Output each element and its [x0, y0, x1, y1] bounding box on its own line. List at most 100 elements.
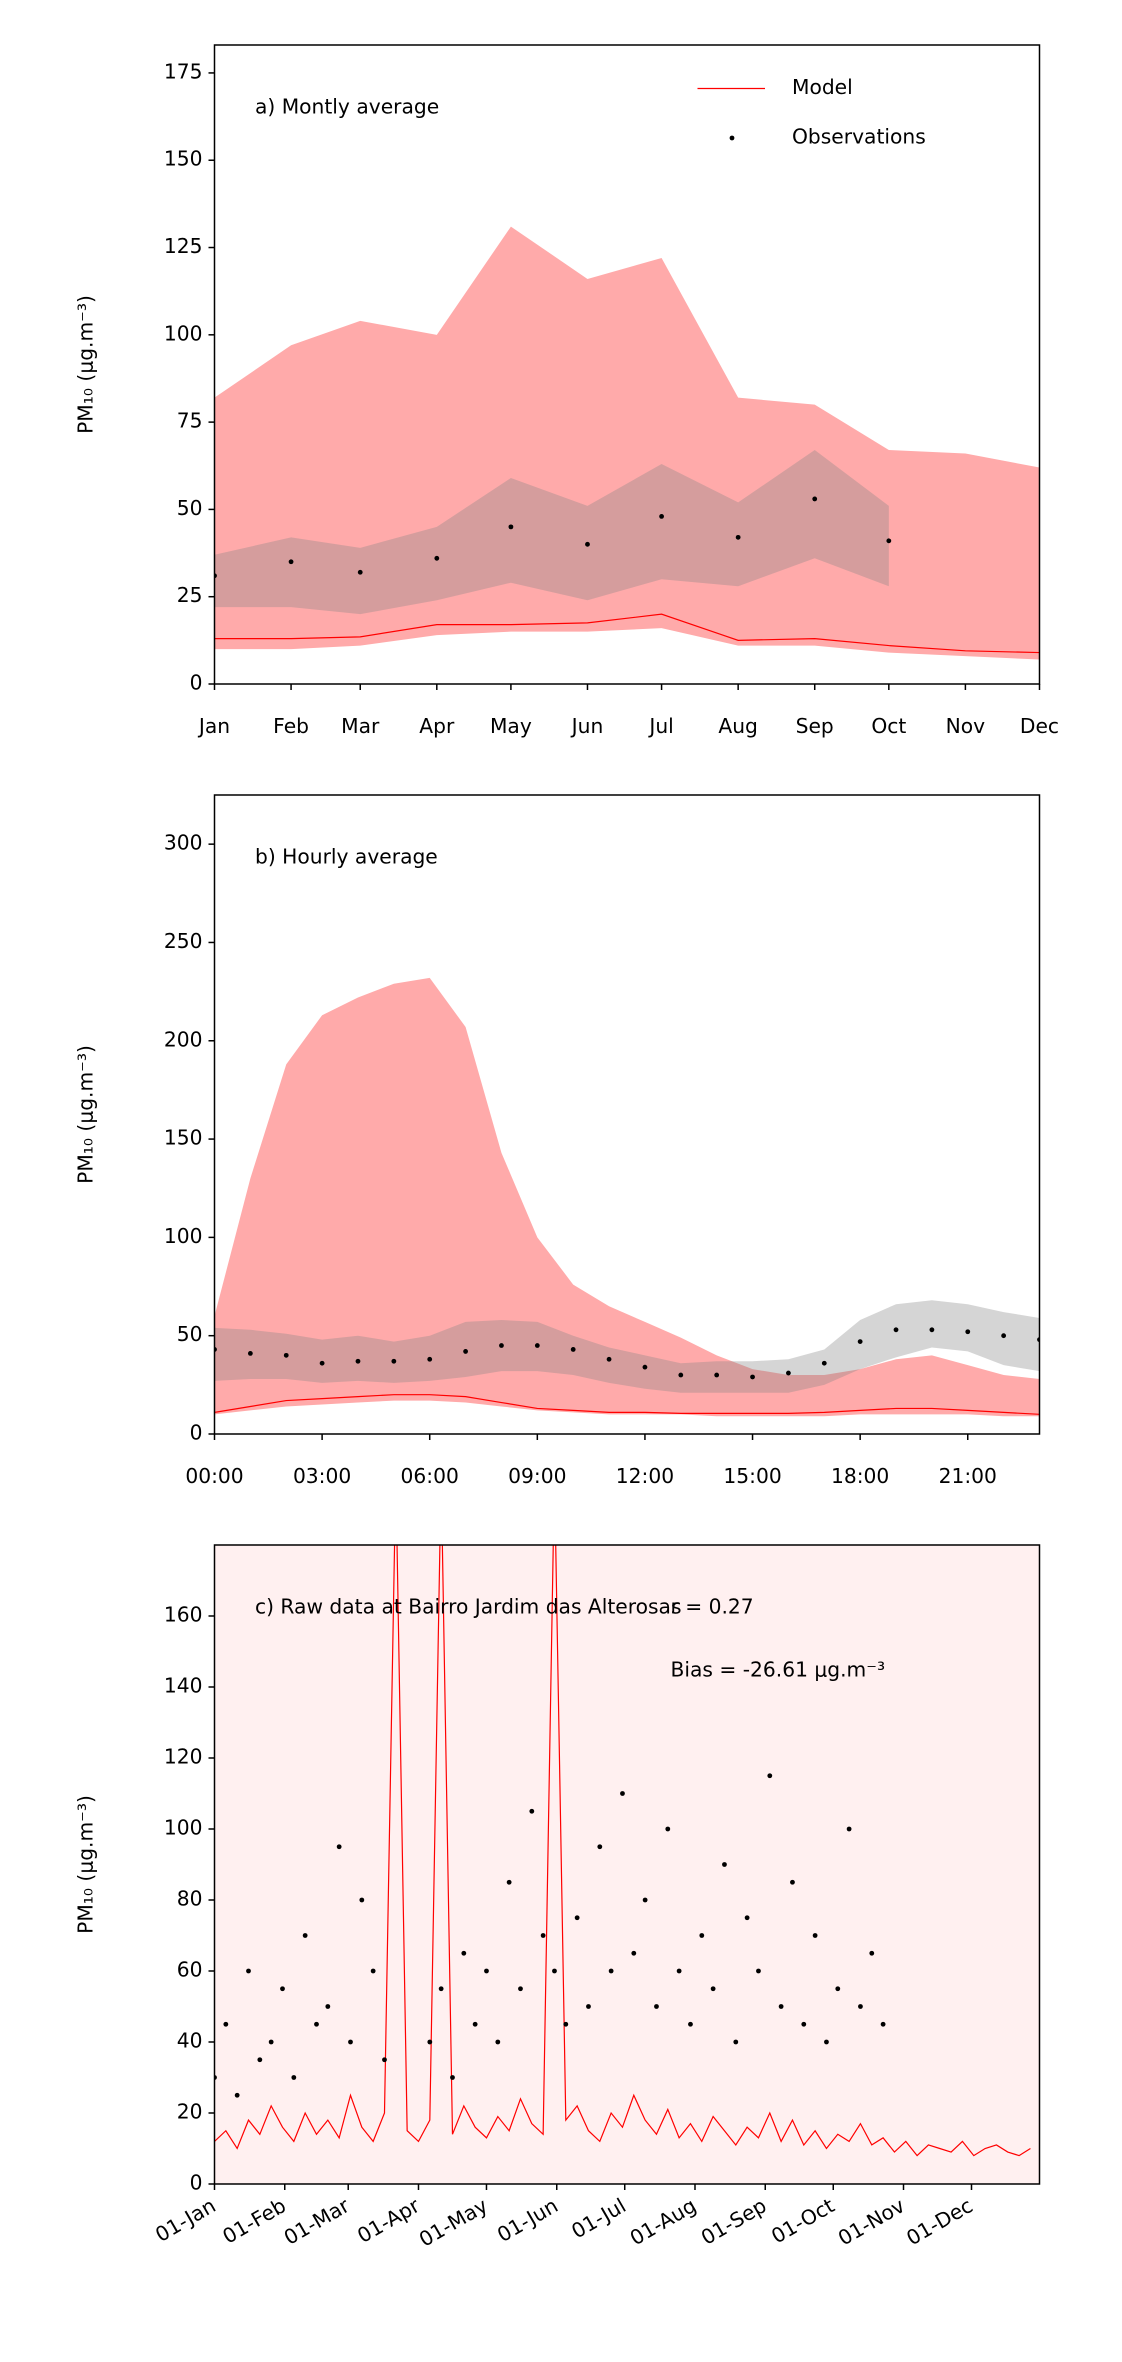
axes-frame	[213, 44, 1041, 685]
y-tick-label: 175	[164, 59, 203, 83]
observation-dot	[812, 1933, 818, 1938]
y-tick-label: 50	[177, 496, 203, 520]
annotation: r = 0.27	[670, 1594, 753, 1618]
x-tick-label: May	[490, 714, 532, 738]
observation-dot	[659, 513, 664, 519]
observation-dot	[246, 1968, 251, 1974]
x-tick-label: 01-Sep	[697, 2193, 771, 2249]
observation-dot	[744, 1915, 750, 1921]
observation-dot	[540, 1933, 546, 1938]
observation-dot	[790, 1879, 795, 1885]
observation-dot	[325, 2004, 331, 2009]
x-tick-label: 06:00	[401, 1464, 459, 1488]
observation-dot	[608, 1968, 614, 1974]
x-tick-label: 12:00	[616, 1464, 674, 1488]
observation-dot	[283, 1352, 289, 1358]
y-axis-label: PM₁₀ (μg.m⁻³)	[74, 295, 98, 434]
x-tick-label: 01-Jun	[493, 2193, 562, 2247]
x-tick-label: Aug	[718, 714, 758, 738]
y-tick-label: 300	[164, 831, 203, 855]
observation-dot	[223, 2021, 229, 2027]
observation-dot	[750, 1374, 755, 1380]
observation-dot	[438, 1986, 444, 1992]
observation-dot	[597, 1844, 603, 1850]
observation-dot	[534, 1343, 540, 1348]
observation-dot	[472, 2021, 478, 2027]
observation-dot	[484, 1968, 489, 1974]
x-tick-label: 03:00	[293, 1464, 351, 1488]
x-tick-label: Dec	[1020, 714, 1059, 738]
observation-dot	[570, 1347, 576, 1352]
x-tick-label: Mar	[341, 714, 380, 738]
y-tick-label: 125	[164, 234, 203, 258]
x-tick-label: 00:00	[185, 1464, 243, 1488]
panel-title: a) Montly average	[255, 94, 439, 118]
observation-dot	[268, 2039, 274, 2045]
band	[214, 226, 1040, 660]
x-tick-label: 01-Aug	[626, 2193, 700, 2250]
x-tick-label: 01-Apr	[353, 2193, 424, 2248]
observation-dot	[382, 2057, 387, 2063]
observation-dot	[756, 1968, 761, 1974]
observation-dot	[714, 1372, 720, 1378]
observation-dot	[508, 524, 514, 530]
observation-dot	[563, 2021, 569, 2027]
x-tick-label: Sep	[796, 714, 834, 738]
observation-dot	[767, 1773, 773, 1779]
x-tick-label: Feb	[273, 714, 309, 738]
observation-dot	[631, 1950, 637, 1956]
band	[214, 450, 889, 615]
x-tick-label: 01-May	[415, 2193, 492, 2251]
y-tick-label: 20	[177, 2099, 203, 2123]
observation-dot	[461, 1950, 467, 1956]
observation-dot	[314, 2021, 319, 2027]
annotation: Bias = -26.61 μg.m⁻³	[670, 1657, 885, 1681]
x-tick-label: Jan	[197, 714, 230, 738]
observation-dot	[357, 569, 363, 575]
model-line	[214, 1544, 1031, 2157]
legend-label: Model	[792, 75, 853, 99]
axes-frame	[213, 1544, 1041, 2185]
band	[214, 977, 1040, 1417]
observation-dot	[302, 1933, 308, 1938]
observation-dot	[735, 534, 741, 540]
y-tick-label: 150	[164, 1126, 203, 1150]
y-tick-label: 250	[164, 929, 203, 953]
observation-dot	[654, 2004, 659, 2009]
observation-dot	[391, 1358, 397, 1364]
x-tick-label: 09:00	[508, 1464, 566, 1488]
observation-dot	[288, 559, 294, 565]
observation-dot	[359, 1897, 365, 1903]
observation-dot	[858, 2004, 863, 2009]
x-tick-label: Jul	[647, 714, 673, 738]
observation-dot	[665, 1826, 671, 1832]
legend-swatch	[729, 135, 735, 141]
observation-dot	[824, 2039, 829, 2045]
plot-area	[214, 226, 1040, 660]
observation-dot	[1001, 1333, 1007, 1339]
y-tick-label: 140	[164, 1673, 203, 1697]
observation-dot	[427, 2039, 433, 2045]
observation-dot	[893, 1327, 899, 1333]
observation-dot	[880, 2021, 886, 2027]
observation-dot	[857, 1339, 863, 1344]
observation-dot	[699, 1933, 705, 1938]
model-line	[214, 1394, 1040, 1415]
observation-dot	[499, 1343, 504, 1348]
observation-dot	[846, 1826, 852, 1832]
observation-dot	[574, 1915, 580, 1921]
observation-dot	[678, 1372, 684, 1378]
observation-dot	[257, 2057, 263, 2063]
y-tick-label: 150	[164, 147, 203, 171]
y-tick-label: 0	[190, 1420, 203, 1444]
observation-dot	[642, 1897, 648, 1903]
y-tick-label: 50	[177, 1322, 203, 1346]
observation-dot	[336, 1844, 342, 1850]
observation-dot	[280, 1986, 285, 1992]
observation-dot	[786, 1370, 791, 1376]
observation-dot	[676, 1968, 682, 1974]
y-tick-label: 0	[190, 670, 203, 694]
y-axis-label: PM₁₀ (μg.m⁻³)	[74, 1045, 98, 1184]
observation-dot	[869, 1950, 875, 1956]
